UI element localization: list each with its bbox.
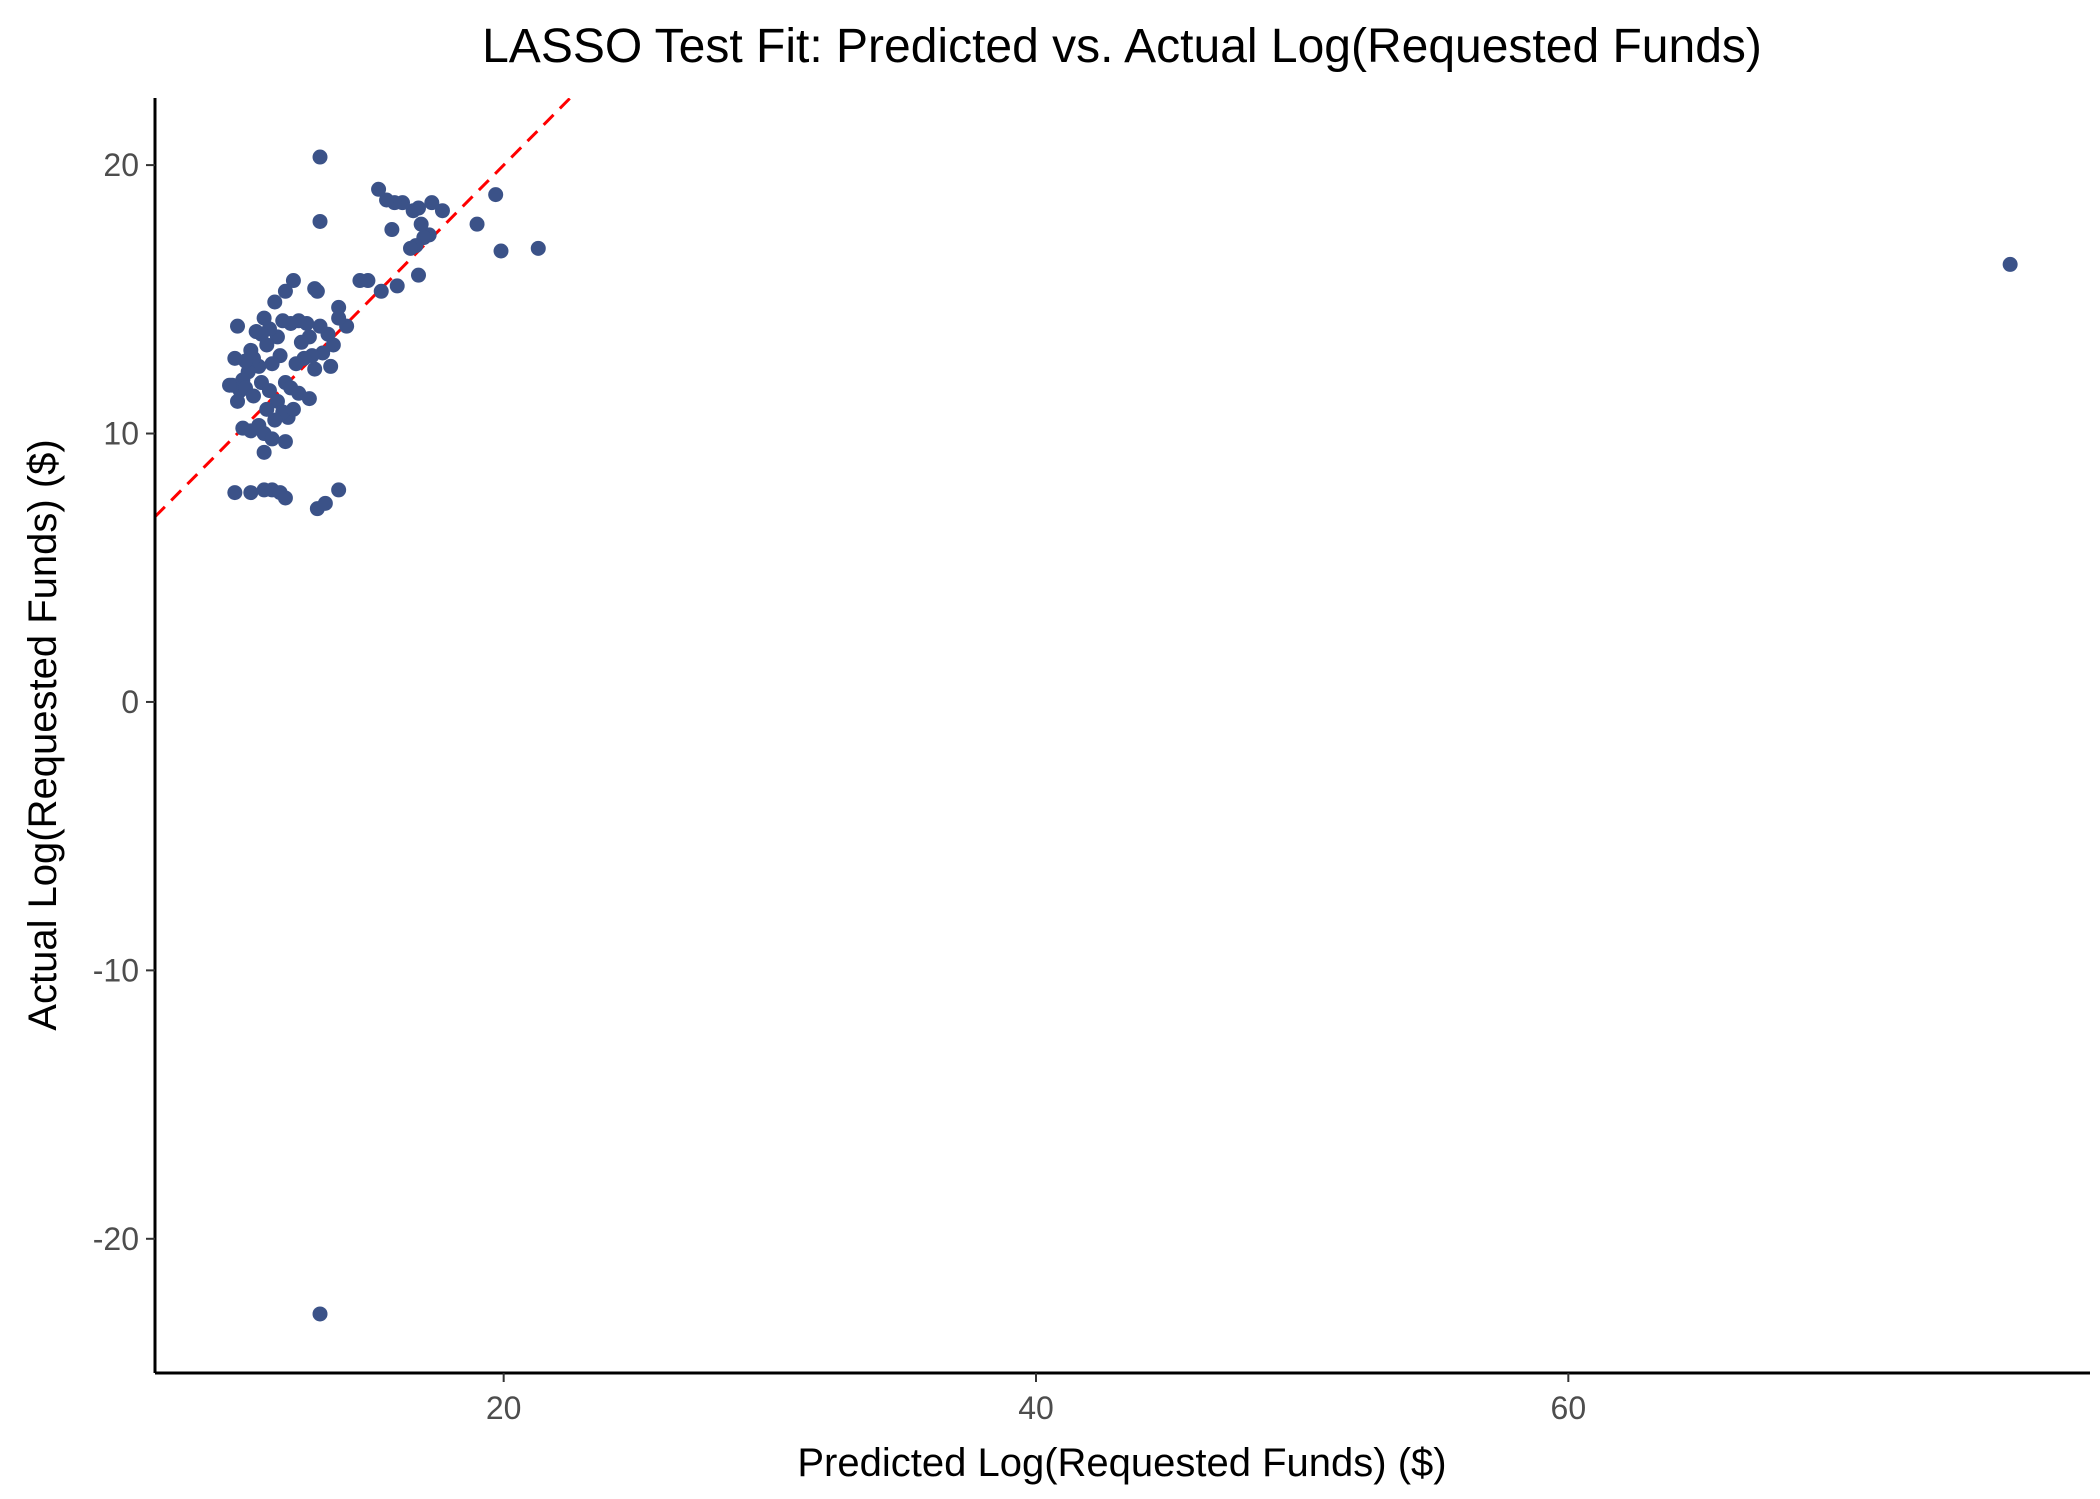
data-point xyxy=(267,294,283,310)
data-point xyxy=(285,273,301,289)
data-point xyxy=(2002,256,2018,272)
data-point xyxy=(493,243,509,259)
data-point xyxy=(411,267,427,283)
data-point xyxy=(317,495,333,511)
y-tick-label: -20 xyxy=(93,1221,139,1257)
points-group xyxy=(222,149,2018,1322)
data-point xyxy=(331,299,347,315)
data-point xyxy=(222,377,238,393)
data-point xyxy=(323,358,339,374)
data-point xyxy=(277,490,293,506)
data-point xyxy=(371,181,387,197)
chart-title: LASSO Test Fit: Predicted vs. Actual Log… xyxy=(482,20,1762,73)
data-point xyxy=(389,278,405,294)
data-point xyxy=(227,485,243,501)
x-axis-label: Predicted Log(Requested Funds) ($) xyxy=(797,1441,1446,1485)
data-point xyxy=(379,192,395,208)
data-point xyxy=(275,313,291,329)
data-point xyxy=(267,412,283,428)
data-point xyxy=(230,318,246,334)
data-point xyxy=(530,240,546,256)
data-point xyxy=(301,391,317,407)
data-point xyxy=(256,444,272,460)
y-tick-label: 10 xyxy=(103,416,139,452)
x-tick-label: 60 xyxy=(1551,1390,1587,1426)
x-axis-ticks: 20 40 60 xyxy=(486,1373,1586,1426)
data-point xyxy=(277,434,293,450)
data-point xyxy=(488,187,504,203)
data-point xyxy=(277,283,293,299)
data-point xyxy=(331,482,347,498)
y-tick-label: -10 xyxy=(93,952,139,988)
y-axis-ticks: -20 -10 0 10 20 xyxy=(93,147,155,1257)
data-point xyxy=(293,334,309,350)
data-point xyxy=(373,283,389,299)
data-point xyxy=(248,324,264,340)
data-point xyxy=(256,310,272,326)
data-point xyxy=(235,420,251,436)
data-point xyxy=(312,149,328,165)
data-point xyxy=(413,216,429,232)
data-point xyxy=(285,401,301,417)
data-point xyxy=(264,356,280,372)
data-point xyxy=(261,383,277,399)
data-point xyxy=(230,393,246,409)
data-point xyxy=(243,485,259,501)
data-point xyxy=(264,431,280,447)
data-point xyxy=(331,310,347,326)
data-point xyxy=(469,216,485,232)
y-tick-label: 0 xyxy=(121,684,139,720)
data-point xyxy=(307,281,323,297)
data-point xyxy=(352,273,368,289)
data-point xyxy=(245,388,261,404)
data-point xyxy=(403,240,419,256)
data-point xyxy=(384,222,400,238)
x-tick-label: 40 xyxy=(1018,1390,1054,1426)
data-point xyxy=(227,350,243,366)
data-point xyxy=(424,195,440,211)
data-point xyxy=(312,1306,328,1322)
data-point xyxy=(288,356,304,372)
data-point xyxy=(405,203,421,219)
data-point xyxy=(259,401,275,417)
data-point xyxy=(307,361,323,377)
x-tick-label: 20 xyxy=(486,1390,522,1426)
plot-area xyxy=(155,98,2018,1322)
reference-line-group xyxy=(155,98,572,518)
reference-line-y-equals-x xyxy=(155,98,572,518)
axes: 20 40 60 -20 -10 0 10 20 xyxy=(93,98,2090,1426)
y-tick-label: 20 xyxy=(103,147,139,183)
data-point xyxy=(434,203,450,219)
data-point xyxy=(312,318,328,334)
data-point xyxy=(312,213,328,229)
y-axis-label: Actual Log(Requested Funds) ($) xyxy=(21,439,65,1030)
